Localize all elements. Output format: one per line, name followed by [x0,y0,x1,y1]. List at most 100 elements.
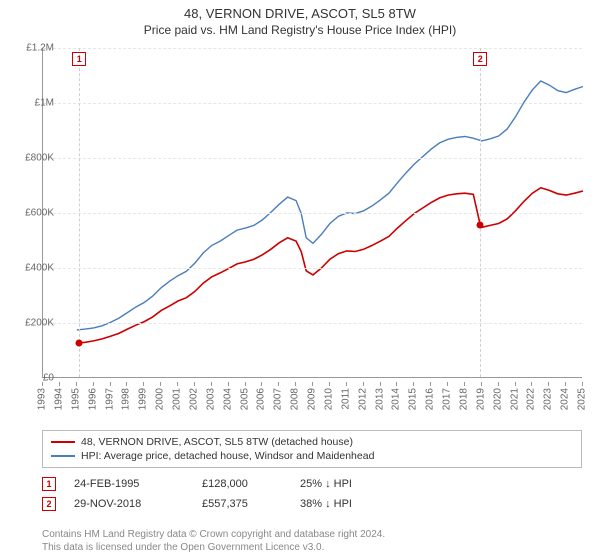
x-tick [464,382,465,386]
x-axis-label: 2011 [340,388,351,410]
y-axis-label: £600K [4,208,54,219]
footer-line: Contains HM Land Registry data © Crown c… [42,529,582,542]
x-tick [531,382,532,386]
x-tick [498,382,499,386]
table-row: 1 24-FEB-1995 £128,000 25% ↓ HPI [42,474,582,494]
x-axis-label: 2024 [560,388,571,410]
x-axis-label: 2002 [188,388,199,410]
x-tick [565,382,566,386]
footer-attribution: Contains HM Land Registry data © Crown c… [42,529,582,554]
marker-badge: 1 [72,52,86,66]
y-axis-label: £400K [4,263,54,274]
x-axis-label: 2005 [239,388,250,410]
title-address: 48, VERNON DRIVE, ASCOT, SL5 8TW [0,6,600,21]
x-axis-label: 2000 [155,388,166,410]
x-axis-label: 2010 [323,388,334,410]
x-tick [396,382,397,386]
cell-price: £128,000 [202,478,282,490]
y-axis-label: £0 [4,373,54,384]
table-row: 2 29-NOV-2018 £557,375 38% ↓ HPI [42,494,582,514]
gridline [43,158,582,159]
x-tick [261,382,262,386]
transactions-table: 1 24-FEB-1995 £128,000 25% ↓ HPI 2 29-NO… [42,474,582,514]
x-axis-label: 2013 [374,388,385,410]
x-tick [430,382,431,386]
x-axis-label: 2014 [391,388,402,410]
gridline [43,323,582,324]
x-tick [245,382,246,386]
x-axis-labels: 1993199419951996199719981999200020012002… [42,382,582,432]
cell-date: 24-FEB-1995 [74,478,184,490]
x-tick [59,382,60,386]
x-axis-label: 2025 [577,388,588,410]
marker-badge: 1 [42,477,56,491]
cell-pct-vs-hpi: 38% ↓ HPI [300,498,410,510]
x-tick [278,382,279,386]
x-tick [346,382,347,386]
x-axis-label: 2007 [273,388,284,410]
x-tick [177,382,178,386]
marker-guideline [79,48,80,377]
x-axis-label: 2009 [307,388,318,410]
x-tick [447,382,448,386]
x-tick [329,382,330,386]
cell-date: 29-NOV-2018 [74,498,184,510]
x-tick [76,382,77,386]
x-axis-label: 2017 [442,388,453,410]
footer-line: This data is licensed under the Open Gov… [42,542,582,555]
x-axis-label: 2004 [222,388,233,410]
y-axis-label: £200K [4,318,54,329]
title-block: 48, VERNON DRIVE, ASCOT, SL5 8TW Price p… [0,0,600,37]
gridline [43,213,582,214]
x-axis-label: 1997 [104,388,115,410]
x-tick [143,382,144,386]
x-axis-label: 1998 [121,388,132,410]
x-tick [582,382,583,386]
x-tick [211,382,212,386]
x-axis-label: 2022 [526,388,537,410]
x-tick [93,382,94,386]
x-tick [312,382,313,386]
marker-dot [76,339,83,346]
x-tick [548,382,549,386]
x-tick [413,382,414,386]
x-axis-label: 2021 [509,388,520,410]
y-axis-label: £1M [4,98,54,109]
cell-price: £557,375 [202,498,282,510]
marker-dot [477,221,484,228]
x-axis-label: 2012 [357,388,368,410]
x-tick [481,382,482,386]
legend-swatch [51,455,75,457]
x-axis-label: 1995 [70,388,81,410]
gridline [43,103,582,104]
marker-badge: 2 [42,497,56,511]
x-tick [160,382,161,386]
x-tick [380,382,381,386]
x-tick [363,382,364,386]
y-axis-label: £800K [4,153,54,164]
x-axis-label: 2015 [408,388,419,410]
legend-item: HPI: Average price, detached house, Wind… [51,449,573,463]
x-axis-label: 2001 [172,388,183,410]
x-axis-label: 2020 [492,388,503,410]
series-line [77,81,583,330]
legend-label: HPI: Average price, detached house, Wind… [81,450,374,462]
x-axis-label: 2019 [475,388,486,410]
legend-label: 48, VERNON DRIVE, ASCOT, SL5 8TW (detach… [81,436,353,448]
legend-swatch [51,441,75,443]
x-axis-label: 1996 [87,388,98,410]
x-axis-label: 1993 [37,388,48,410]
x-tick [295,382,296,386]
marker-badge: 2 [473,52,487,66]
x-axis-label: 2016 [425,388,436,410]
legend-box: 48, VERNON DRIVE, ASCOT, SL5 8TW (detach… [42,430,582,468]
x-tick [194,382,195,386]
chart-container: 48, VERNON DRIVE, ASCOT, SL5 8TW Price p… [0,0,600,560]
series-line [79,188,583,343]
marker-guideline [480,48,481,377]
x-axis-label: 2006 [256,388,267,410]
x-axis-label: 2008 [290,388,301,410]
legend-item: 48, VERNON DRIVE, ASCOT, SL5 8TW (detach… [51,435,573,449]
x-axis-label: 1994 [53,388,64,410]
gridline [43,268,582,269]
